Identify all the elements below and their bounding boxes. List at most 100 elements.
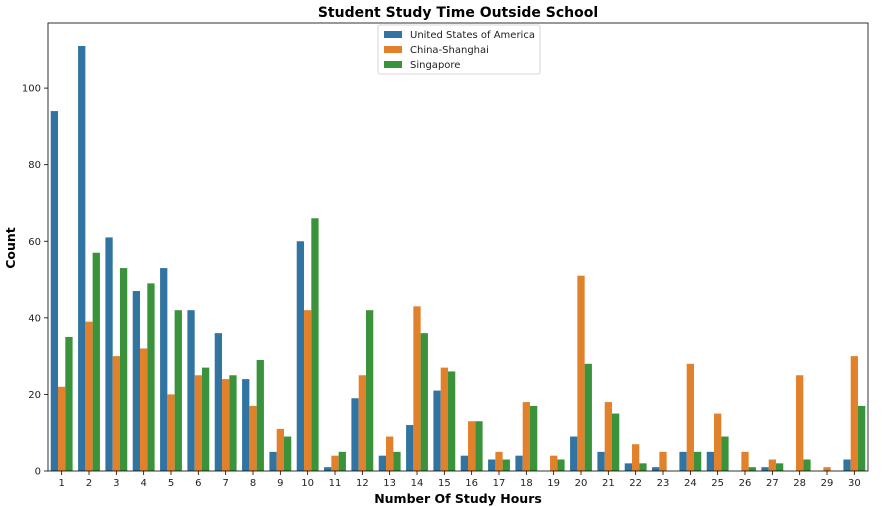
x-tick-label: 9 — [277, 478, 283, 489]
x-tick-label: 25 — [711, 478, 724, 489]
bar-30-series-1 — [850, 356, 858, 471]
x-tick-label: 8 — [250, 478, 256, 489]
bar-1-series-2 — [65, 336, 73, 471]
x-tick-label: 16 — [465, 478, 478, 489]
bar-4-series-2 — [147, 283, 155, 471]
bar-2-series-0 — [78, 45, 86, 471]
bar-17-series-2 — [502, 459, 510, 471]
bar-1-series-0 — [50, 111, 59, 471]
bar-1-series-1 — [58, 386, 66, 471]
bar-6-series-1 — [194, 375, 202, 471]
bar-9-series-1 — [276, 428, 284, 471]
bars-layer — [50, 45, 866, 471]
bar-29-series-1 — [823, 467, 831, 471]
x-tick-label: 2 — [86, 478, 92, 489]
bar-27-series-2 — [775, 463, 784, 471]
bar-7-series-2 — [229, 375, 237, 471]
bar-8-series-0 — [242, 379, 250, 471]
bar-11-series-2 — [338, 451, 346, 471]
bar-4-series-1 — [140, 348, 148, 471]
bar-10-series-1 — [304, 310, 312, 471]
bar-12-series-1 — [358, 375, 366, 471]
bar-20-series-2 — [584, 363, 592, 471]
bar-19-series-1 — [550, 455, 558, 471]
y-tick-label: 40 — [28, 313, 41, 324]
bar-5-series-0 — [160, 268, 168, 471]
legend-swatch — [384, 31, 402, 38]
x-tick-label: 18 — [520, 478, 533, 489]
x-tick-label: 4 — [140, 478, 146, 489]
x-tick-label: 13 — [383, 478, 396, 489]
x-tick-label: 7 — [222, 478, 228, 489]
y-axis-title: Count — [3, 227, 18, 269]
bar-5-series-2 — [174, 310, 182, 471]
bar-27-series-1 — [768, 459, 776, 471]
x-tick-label: 3 — [113, 478, 119, 489]
bar-5-series-1 — [167, 394, 175, 471]
x-tick-label: 30 — [848, 478, 861, 489]
bar-30-series-2 — [857, 405, 866, 471]
bar-24-series-1 — [686, 363, 694, 471]
plot-frame — [47, 22, 869, 472]
bar-15-series-0 — [433, 390, 441, 471]
x-axis-title: Number Of Study Hours — [374, 491, 542, 506]
bar-14-series-2 — [420, 333, 428, 471]
bar-13-series-0 — [378, 455, 387, 471]
bar-23-series-1 — [659, 451, 667, 471]
bar-24-series-0 — [679, 451, 687, 471]
bar-22-series-0 — [624, 463, 633, 471]
bar-14-series-0 — [406, 425, 414, 471]
legend: United States of America China-Shanghai Si… — [377, 24, 541, 75]
x-tick-label: 10 — [301, 478, 314, 489]
x-tick-label: 12 — [356, 478, 369, 489]
legend-swatch — [384, 61, 402, 68]
y-axis: 0 20 40 60 80 100 — [22, 84, 48, 478]
y-tick-label: 60 — [28, 237, 41, 248]
bar-19-series-2 — [557, 459, 565, 471]
bar-12-series-2 — [365, 310, 374, 471]
x-tick-label: 19 — [547, 478, 560, 489]
bar-3-series-2 — [119, 268, 128, 471]
bar-24-series-2 — [693, 451, 702, 471]
x-tick-label: 27 — [766, 478, 779, 489]
y-tick-label: 0 — [35, 467, 41, 478]
bar-17-series-1 — [495, 451, 503, 471]
bar-16-series-0 — [460, 455, 469, 471]
bar-9-series-0 — [269, 451, 277, 471]
bar-15-series-1 — [440, 367, 448, 471]
bar-3-series-0 — [105, 237, 113, 471]
bar-28-series-1 — [796, 375, 804, 471]
y-tick-label: 100 — [22, 84, 41, 95]
bar-18-series-1 — [522, 402, 530, 471]
bar-26-series-2 — [748, 467, 756, 471]
x-tick-label: 11 — [329, 478, 342, 489]
x-tick-label: 21 — [602, 478, 615, 489]
bar-3-series-1 — [112, 356, 120, 471]
bar-26-series-1 — [741, 451, 749, 471]
bar-25-series-1 — [714, 413, 722, 471]
x-tick-label: 15 — [438, 478, 451, 489]
x-tick-label: 28 — [793, 478, 806, 489]
bar-21-series-1 — [604, 402, 612, 471]
bar-2-series-1 — [85, 321, 93, 471]
bar-8-series-2 — [256, 359, 264, 471]
bar-15-series-2 — [447, 371, 456, 471]
x-tick-label: 24 — [684, 478, 697, 489]
bar-20-series-0 — [570, 436, 578, 471]
legend-label: United States of America — [410, 30, 535, 41]
bar-21-series-0 — [597, 451, 605, 471]
x-tick-label: 20 — [575, 478, 588, 489]
bar-8-series-1 — [249, 405, 257, 471]
bar-27-series-0 — [761, 467, 769, 471]
x-tick-label: 17 — [493, 478, 506, 489]
bar-7-series-0 — [214, 333, 223, 471]
bar-30-series-0 — [843, 459, 851, 471]
bar-18-series-2 — [529, 405, 538, 471]
bar-6-series-0 — [187, 310, 195, 471]
bar-17-series-0 — [488, 459, 496, 471]
bar-25-series-2 — [721, 436, 729, 471]
bar-10-series-2 — [311, 218, 319, 471]
x-tick-label: 23 — [657, 478, 670, 489]
bar-9-series-2 — [283, 436, 292, 471]
x-tick-label: 1 — [58, 478, 64, 489]
